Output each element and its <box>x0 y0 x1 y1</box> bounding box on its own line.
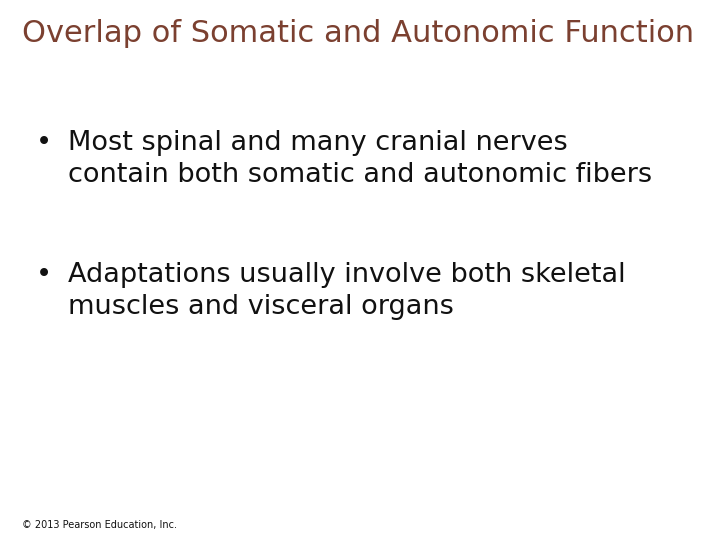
Text: Adaptations usually involve both skeletal
muscles and visceral organs: Adaptations usually involve both skeleta… <box>68 262 626 320</box>
Text: •: • <box>36 130 52 156</box>
Text: Most spinal and many cranial nerves
contain both somatic and autonomic fibers: Most spinal and many cranial nerves cont… <box>68 130 652 187</box>
Text: © 2013 Pearson Education, Inc.: © 2013 Pearson Education, Inc. <box>22 520 176 530</box>
Text: Overlap of Somatic and Autonomic Function: Overlap of Somatic and Autonomic Functio… <box>22 19 694 48</box>
Text: •: • <box>36 262 52 288</box>
